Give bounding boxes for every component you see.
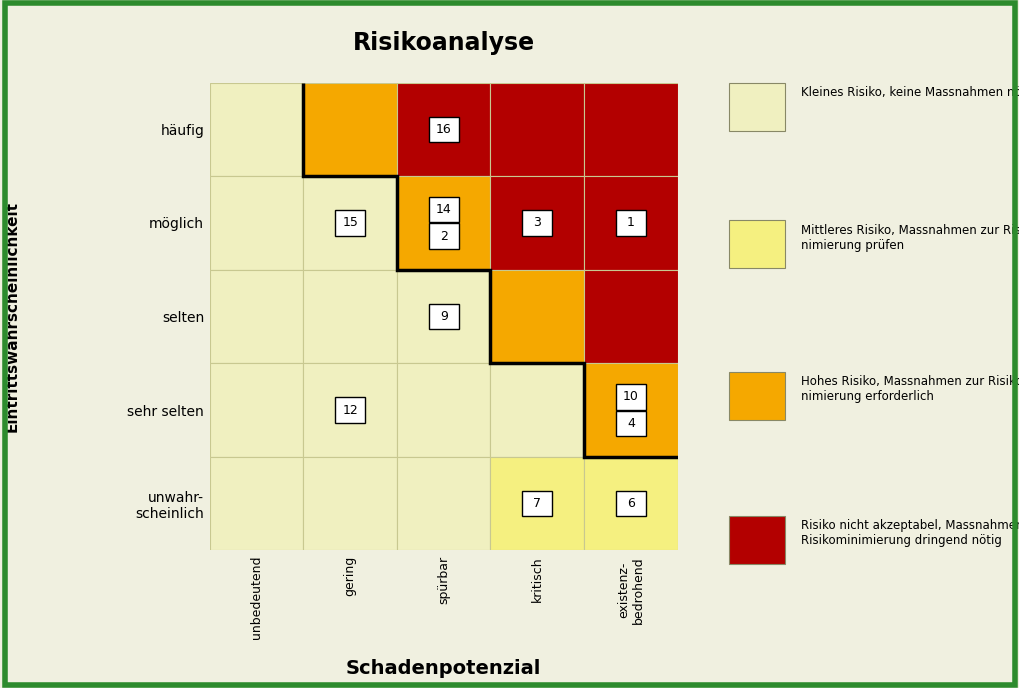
FancyBboxPatch shape (615, 411, 645, 436)
Bar (584, 457, 677, 550)
FancyBboxPatch shape (522, 211, 551, 235)
Bar (303, 363, 396, 457)
Text: Mittleres Risiko, Massnahmen zur Risikomi-
nimierung prüfen: Mittleres Risiko, Massnahmen zur Risikom… (800, 224, 1019, 252)
FancyBboxPatch shape (428, 224, 459, 248)
Text: 7: 7 (533, 497, 541, 510)
Text: 10: 10 (623, 391, 638, 403)
Bar (210, 176, 303, 270)
Bar (303, 83, 396, 176)
Bar (396, 270, 490, 363)
Bar (303, 270, 396, 363)
FancyBboxPatch shape (522, 491, 551, 516)
Bar (584, 83, 677, 176)
Bar (490, 457, 584, 550)
Text: Risikoanalyse: Risikoanalyse (353, 31, 534, 55)
Text: 12: 12 (342, 404, 358, 416)
Text: Risiko nicht akzeptabel, Massnahmen zur
Risikominimierung dringend nötig: Risiko nicht akzeptabel, Massnahmen zur … (800, 519, 1019, 548)
Bar (210, 457, 303, 550)
Text: Kleines Risiko, keine Massnahmen nötig: Kleines Risiko, keine Massnahmen nötig (800, 86, 1019, 99)
Text: Hohes Risiko, Massnahmen zur Risikomi-
nimierung erforderlich: Hohes Risiko, Massnahmen zur Risikomi- n… (800, 375, 1019, 403)
Text: 2: 2 (439, 230, 447, 242)
Bar (396, 457, 490, 550)
Bar (210, 363, 303, 457)
Bar (584, 270, 677, 363)
Text: 4: 4 (627, 417, 634, 429)
FancyBboxPatch shape (615, 491, 645, 516)
Bar (490, 176, 584, 270)
Bar (396, 83, 490, 176)
Bar (210, 83, 303, 176)
FancyBboxPatch shape (428, 304, 459, 329)
Bar (396, 176, 490, 270)
Bar (396, 363, 490, 457)
Text: Eintrittswahrscheinlichkeit: Eintrittswahrscheinlichkeit (5, 201, 19, 432)
Bar (584, 176, 677, 270)
FancyBboxPatch shape (428, 117, 459, 142)
Bar (490, 363, 584, 457)
Text: 14: 14 (435, 204, 451, 216)
Bar (490, 270, 584, 363)
FancyBboxPatch shape (615, 385, 645, 409)
Text: 3: 3 (533, 217, 541, 229)
Text: 15: 15 (341, 217, 358, 229)
Bar (584, 363, 677, 457)
FancyBboxPatch shape (335, 398, 365, 422)
Text: 1: 1 (627, 217, 634, 229)
Text: 6: 6 (627, 497, 634, 510)
Text: Schadenpotenzial: Schadenpotenzial (345, 658, 541, 678)
FancyBboxPatch shape (615, 211, 645, 235)
FancyBboxPatch shape (335, 211, 365, 235)
FancyBboxPatch shape (428, 197, 459, 222)
Bar (490, 83, 584, 176)
Text: 9: 9 (439, 310, 447, 323)
Bar (210, 270, 303, 363)
Bar (303, 176, 396, 270)
Text: 16: 16 (435, 123, 451, 136)
Bar (303, 457, 396, 550)
